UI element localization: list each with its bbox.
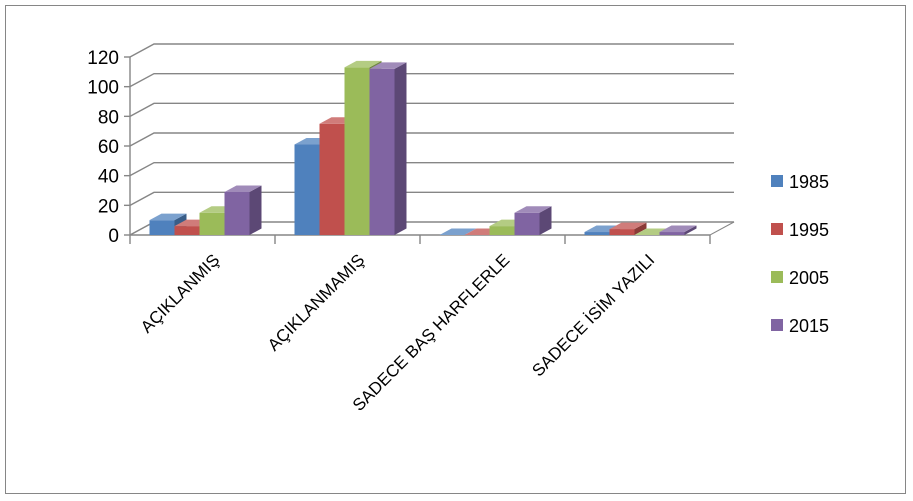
category-label: AÇIKLANMIŞ [137, 250, 223, 336]
bar [224, 185, 262, 235]
y-tick-label: 20 [98, 196, 119, 217]
bar [514, 206, 552, 235]
bar-front [659, 232, 685, 235]
bar [659, 225, 697, 235]
bar-top [149, 213, 187, 221]
legend-swatch [771, 175, 783, 187]
bar-front [514, 212, 540, 235]
bar-front [224, 191, 250, 235]
legend: 1985 1995 2005 2015 [771, 172, 829, 336]
bar-top [344, 60, 382, 68]
legend-label: 1985 [789, 172, 829, 192]
legend-swatch [771, 271, 783, 283]
bar-side [634, 222, 647, 235]
gridline [129, 43, 734, 58]
bar-front [369, 68, 395, 235]
bar-front [199, 212, 225, 235]
bar-side [539, 206, 552, 235]
bar [439, 228, 477, 235]
bar-front [319, 123, 345, 235]
legend-label: 2015 [789, 316, 829, 336]
bar-front [174, 226, 200, 235]
gridline [129, 191, 734, 206]
chart-frame [5, 5, 906, 494]
category-label: SADECE İSİM YAZILI [528, 250, 658, 380]
bar-side [394, 62, 407, 235]
legend-entry: 2015 [771, 316, 829, 336]
gridlines [129, 43, 734, 236]
legend-entry: 1995 [771, 220, 829, 240]
legend-swatch [771, 319, 783, 331]
y-tick-label: 80 [98, 107, 119, 128]
y-tick-labels: 0 20 40 60 80 100 120 [87, 48, 119, 247]
gridline [129, 72, 734, 88]
bar-top [439, 228, 477, 235]
legend-entry: 2005 [771, 268, 829, 288]
y-tick-label: 60 [98, 137, 119, 158]
bar [149, 213, 187, 235]
gridline [129, 132, 734, 147]
bars [149, 60, 697, 236]
gridline [129, 161, 734, 177]
legend-entry: 1985 [771, 172, 829, 192]
bar-front [344, 67, 370, 235]
bar-side [249, 185, 262, 235]
y-tick-label: 0 [108, 226, 119, 247]
bar-top [659, 225, 697, 233]
y-tick-label: 120 [87, 48, 119, 69]
bar-front [609, 229, 635, 235]
bar-front [584, 232, 610, 235]
legend-label: 2005 [789, 268, 829, 288]
category-label: AÇIKLANMAMIŞ [264, 250, 368, 354]
gridline [129, 102, 734, 117]
bar-front [489, 226, 515, 235]
legend-label: 1995 [789, 220, 829, 240]
category-label: SADECE BAŞ HARFLERLE [349, 250, 513, 414]
y-tick-label: 40 [98, 167, 119, 188]
bar-front [149, 220, 175, 235]
bar-top [369, 62, 407, 69]
bar-top [609, 222, 647, 230]
bar-front [294, 144, 320, 235]
bar-side [684, 225, 697, 235]
bar [369, 62, 407, 235]
bar-top [514, 206, 552, 213]
legend-swatch [771, 223, 783, 235]
bar [609, 222, 647, 235]
bar-top [224, 185, 262, 192]
y-tick-label: 100 [87, 78, 119, 99]
